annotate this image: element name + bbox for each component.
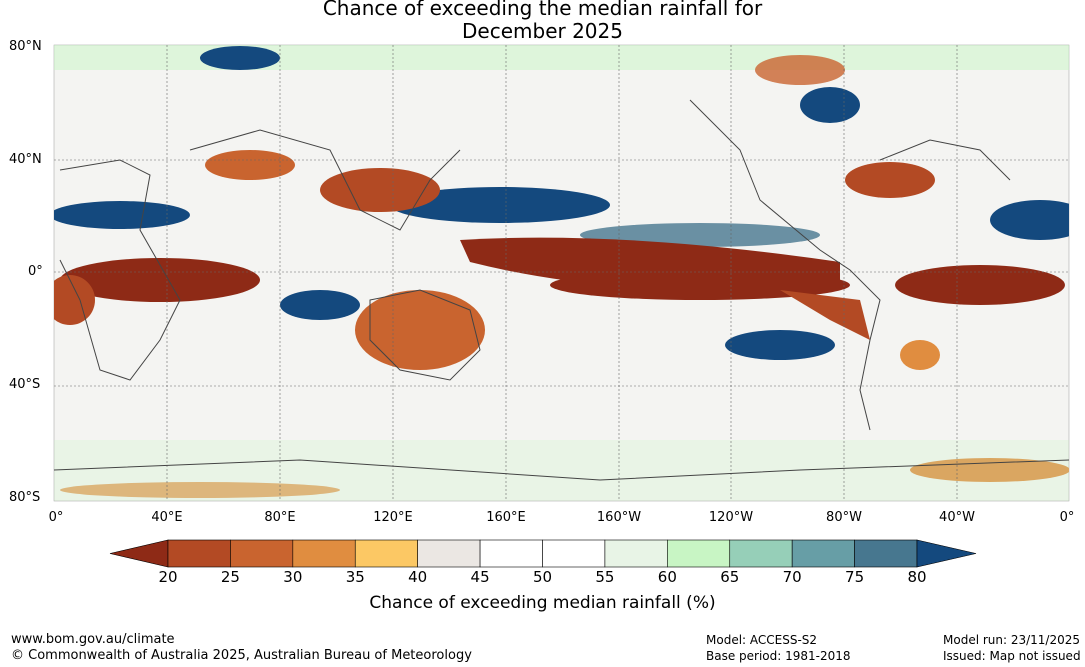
colorbar-swatch	[729, 539, 793, 568]
colorbar-extend-high	[916, 539, 977, 568]
colorbar-extend-low	[109, 539, 169, 568]
lon-label-120e: 120°E	[373, 510, 413, 525]
lon-label-160e: 160°E	[486, 510, 526, 525]
lon-label-120w: 120°W	[708, 510, 754, 525]
lat-label-80s: 80°S	[9, 490, 41, 505]
colorbar-swatch	[167, 539, 231, 568]
lon-label-0: 0°	[48, 510, 64, 525]
lon-label-40e: 40°E	[151, 510, 183, 525]
colorbar-tick-label: 45	[470, 568, 490, 586]
colorbar-swatch	[791, 539, 855, 568]
colorbar-tick-label: 50	[532, 568, 553, 586]
lon-label-160w: 160°W	[596, 510, 642, 525]
colorbar-swatch	[542, 539, 606, 568]
colorbar-tick-label: 80	[907, 568, 927, 586]
colorbar-swatch	[854, 539, 918, 568]
colorbar-title: Chance of exceeding median rainfall (%)	[369, 593, 716, 613]
footer-model-run: Model run: 23/11/2025	[943, 633, 1081, 647]
footer-copyright: © Commonwealth of Australia 2025, Austra…	[11, 648, 472, 663]
colorbar-swatch	[667, 539, 731, 568]
footer-issued: Issued: Map not issued	[943, 649, 1081, 663]
colorbar-tick-label: 35	[345, 568, 365, 586]
footer-model: Model: ACCESS-S2	[706, 633, 818, 647]
colorbar	[109, 539, 977, 568]
colorbar-swatch	[354, 539, 418, 568]
rainfall-anomaly-field	[54, 45, 1069, 501]
graticule	[54, 45, 1069, 501]
lon-label-80w: 80°W	[826, 510, 862, 525]
colorbar-tick-label: 30	[283, 568, 303, 586]
coastlines	[53, 99, 1070, 481]
colorbar-tick-label: 55	[595, 568, 615, 586]
colorbar-tick-label: 25	[220, 568, 240, 586]
colorbar-swatch	[292, 539, 356, 568]
colorbar-tick-label: 40	[408, 568, 428, 586]
colorbar-tick-label: 60	[657, 568, 677, 586]
lon-label-80e: 80°E	[264, 510, 296, 525]
colorbar-tick-label: 70	[782, 568, 802, 586]
map-title-line2: December 2025	[462, 19, 623, 43]
lat-label-0: 0°	[28, 264, 43, 279]
lon-label-0-east: 0°	[1059, 510, 1075, 525]
lon-label-40w: 40°W	[939, 510, 975, 525]
colorbar-swatch	[417, 539, 481, 568]
colorbar-swatch	[604, 539, 668, 568]
lat-label-40n: 40°N	[9, 152, 42, 167]
colorbar-tick-label: 65	[720, 568, 740, 586]
colorbar-swatch	[479, 539, 543, 568]
colorbar-tick-label: 20	[158, 568, 178, 586]
lat-label-40s: 40°S	[9, 377, 41, 392]
map-title-line1: Chance of exceeding the median rainfall …	[322, 0, 763, 20]
colorbar-tick-label: 75	[845, 568, 865, 586]
colorbar-swatch	[230, 539, 294, 568]
footer-base-period: Base period: 1981-2018	[706, 649, 851, 663]
lat-label-80n: 80°N	[9, 39, 42, 54]
footer-url: www.bom.gov.au/climate	[11, 632, 175, 647]
